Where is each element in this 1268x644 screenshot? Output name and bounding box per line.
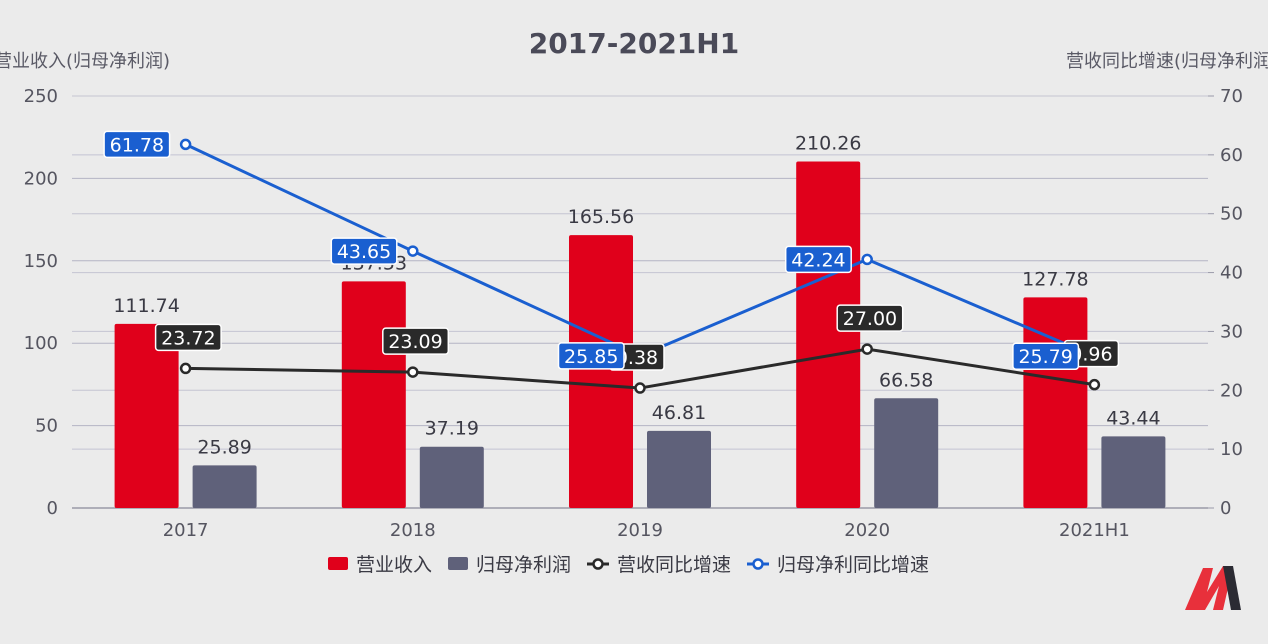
- label-box: [154, 323, 222, 352]
- line-data-label: 27.00: [836, 304, 904, 332]
- line-point: [634, 382, 646, 394]
- y-right-tick-label: 40: [1220, 263, 1243, 284]
- chart-title: 2017-2021H1: [529, 27, 739, 60]
- label-text: 23.09: [388, 331, 442, 353]
- line-data-label: 23.09: [382, 327, 450, 355]
- line-point: [861, 343, 873, 355]
- label-box: [382, 327, 450, 355]
- y-left-tick-label: 200: [24, 168, 58, 189]
- line-point: [1088, 378, 1101, 391]
- y-left-tick-label: 50: [35, 416, 58, 437]
- data-label: 111.74: [113, 295, 179, 317]
- y-left-tick-label: 100: [24, 333, 58, 354]
- brand-logo: [1185, 566, 1241, 610]
- legend-label: 营收同比增速: [617, 554, 731, 576]
- label-text: 0.38: [616, 347, 658, 369]
- legend-label: 归母净利同比增速: [777, 554, 929, 576]
- legend-swatch-point: [752, 558, 764, 570]
- series-line: [184, 143, 1095, 358]
- bar: [647, 430, 711, 508]
- legend-item: 归母净利润: [448, 554, 571, 576]
- bar: [796, 161, 861, 508]
- legend-swatch: [328, 557, 348, 570]
- line-data-label: 25.85: [557, 342, 625, 370]
- legend-item: 营业收入: [328, 554, 432, 576]
- bar: [569, 235, 633, 509]
- line-point: [179, 362, 192, 375]
- line-data-label: 42.24: [784, 245, 852, 274]
- label-text: 42.24: [791, 249, 845, 271]
- legend-label: 营业收入: [356, 554, 432, 576]
- label-text: 25.79: [1018, 346, 1072, 368]
- x-tick-label: 2018: [390, 520, 436, 541]
- legend-swatch: [448, 557, 468, 570]
- label-text: 43.65: [337, 241, 391, 263]
- y-left-tick-label: 0: [47, 498, 58, 519]
- bar: [341, 281, 406, 508]
- legend-label: 归母净利润: [476, 554, 571, 576]
- label-text: 23.72: [161, 327, 215, 349]
- line-data-label: 61.78: [103, 130, 171, 159]
- data-label: 37.19: [425, 418, 479, 440]
- label-box: [1012, 342, 1080, 370]
- y-right-tick-label: 20: [1220, 380, 1243, 401]
- data-label: 25.89: [197, 436, 251, 458]
- x-tick-label: 2019: [617, 520, 663, 541]
- y-right-tick-label: 70: [1220, 86, 1243, 107]
- y-axis-left-label: 营业收入(归母净利润): [0, 51, 170, 72]
- legend-swatch-point: [592, 558, 604, 570]
- label-text: 61.78: [110, 134, 164, 156]
- data-label: 165.56: [568, 206, 634, 228]
- x-tick-label: 2021H1: [1059, 520, 1130, 541]
- bar: [1101, 436, 1166, 508]
- label-box: [103, 130, 171, 159]
- bar: [192, 465, 257, 508]
- x-tick-label: 2020: [844, 520, 890, 541]
- label-box: [557, 342, 625, 370]
- y-axis-right-label: 营收同比增速(归母净利润: [1066, 51, 1268, 72]
- y-right-tick-label: 60: [1220, 145, 1243, 166]
- y-right-tick-label: 0: [1220, 498, 1231, 519]
- legend-item: 营收同比增速: [587, 554, 731, 576]
- bar: [874, 398, 939, 508]
- y-right-tick-label: 10: [1220, 439, 1243, 460]
- legend-item: 归母净利同比增速: [747, 554, 929, 576]
- data-label: 43.44: [1106, 407, 1160, 429]
- line-point: [861, 253, 873, 266]
- line-point: [407, 245, 419, 257]
- legend: 营业收入 归母净利润 营收同比增速 归母净利同比增速: [328, 554, 929, 576]
- line-data-label: 25.79: [1012, 342, 1080, 370]
- y-right-tick-label: 30: [1220, 321, 1243, 342]
- y-right-tick-label: 50: [1220, 204, 1243, 225]
- y-left-tick-label: 250: [24, 86, 58, 107]
- label-box: [330, 237, 398, 265]
- data-label: 46.81: [652, 402, 706, 424]
- line-data-label: 23.72: [154, 323, 222, 352]
- label-text: 27.00: [843, 308, 897, 330]
- data-label: 127.78: [1022, 268, 1088, 290]
- label-text: 0.96: [1070, 344, 1112, 366]
- bar: [419, 446, 484, 508]
- label-box: [784, 245, 852, 274]
- bar: [114, 323, 179, 508]
- line-point: [407, 366, 419, 378]
- data-label: 66.58: [879, 369, 933, 391]
- line-data-label: 43.65: [330, 237, 398, 265]
- label-box: [836, 304, 904, 332]
- line-point: [179, 138, 192, 151]
- data-label: 210.26: [795, 132, 861, 154]
- x-tick-label: 2017: [163, 520, 209, 541]
- label-text: 25.85: [564, 346, 618, 368]
- y-left-tick-label: 150: [24, 251, 58, 272]
